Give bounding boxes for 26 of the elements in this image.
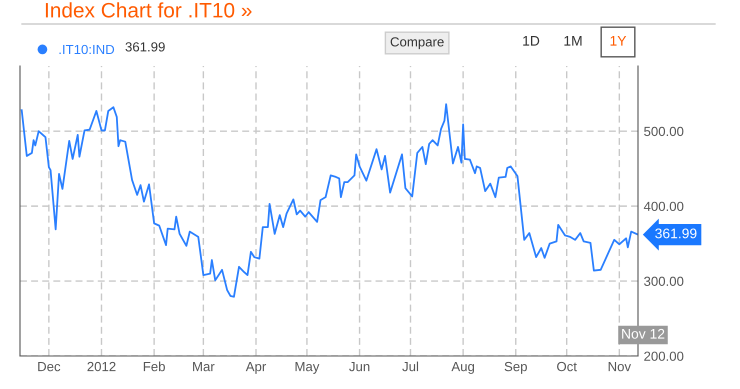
x-tick-label: Apr [246,362,266,374]
y-tick-label: 400.00 [644,202,684,212]
text: 1M [564,36,582,46]
text: 1Y [610,36,626,46]
x-tick-label: Dec [38,362,60,372]
x-tick-label: May [296,362,320,374]
x-tick-label: Aug [451,362,474,374]
y-tick-label: 500.00 [644,126,684,136]
x-tick-label: Oct [557,362,577,372]
x-tick-label: 2012 [87,362,116,372]
text: Compare [390,37,444,50]
text: 361.99 [126,42,165,52]
annotation: 361.99 [655,228,696,238]
annotation: Nov 12 [622,328,664,339]
x-tick-label: Jul [402,362,418,372]
y-tick-label: 200.00 [644,352,684,361]
text: 1D [523,36,540,46]
legend-label: .IT10:IND [59,44,114,54]
x-tick-label: Sep [504,362,527,374]
x-tick-label: Nov [608,362,632,372]
x-tick-label: Jun [349,362,370,372]
line-series [20,103,638,298]
y-tick-label: 300.00 [644,276,684,286]
x-tick-label: Mar [193,362,215,372]
x-tick-label: Feb [144,362,165,372]
chart-title: Index Chart for .IT10 » [46,2,252,18]
